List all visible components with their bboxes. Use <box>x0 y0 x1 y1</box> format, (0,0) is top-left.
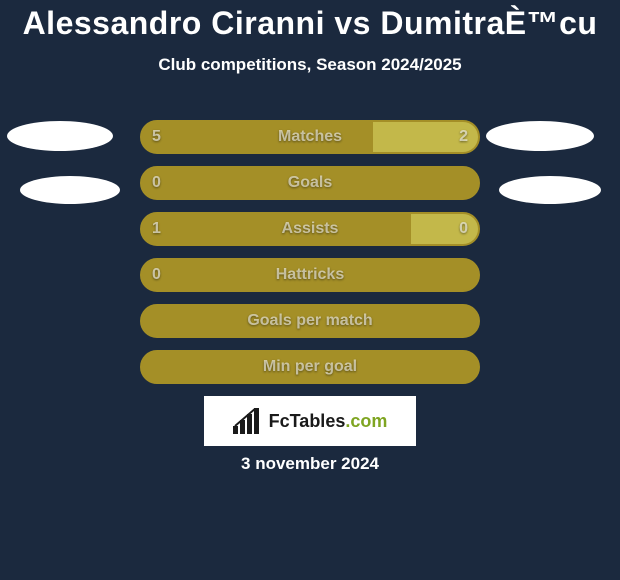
date-text: 3 november 2024 <box>0 454 620 474</box>
stat-row: Goals per match <box>0 304 620 338</box>
brand-suffix: .com <box>345 411 387 431</box>
avatar-placeholder <box>499 176 601 204</box>
stat-bar <box>140 304 480 338</box>
fctables-logo-icon <box>233 408 263 434</box>
stat-bar <box>140 120 480 154</box>
stat-bar <box>140 258 480 292</box>
subtitle: Club competitions, Season 2024/2025 <box>0 55 620 75</box>
page-title: Alessandro Ciranni vs DumitraÈ™cu <box>0 0 620 41</box>
stat-bar <box>140 166 480 200</box>
stat-bar <box>140 350 480 384</box>
stat-bar-right <box>411 214 478 244</box>
comparison-card: Alessandro Ciranni vs DumitraÈ™cu Club c… <box>0 0 620 580</box>
avatar-placeholder <box>7 121 113 151</box>
avatar-placeholder <box>486 121 594 151</box>
brand-prefix: FcTables <box>269 411 346 431</box>
brand-badge: FcTables.com <box>204 396 416 446</box>
stat-bar-right <box>373 122 479 152</box>
stat-bar <box>140 212 480 246</box>
brand-text: FcTables.com <box>269 411 388 432</box>
stat-row: Min per goal <box>0 350 620 384</box>
stat-row: Assists10 <box>0 212 620 246</box>
stat-rows: Matches52Goals0Assists10Hattricks0Goals … <box>0 120 620 396</box>
avatar-placeholder <box>20 176 120 204</box>
stat-row: Hattricks0 <box>0 258 620 292</box>
